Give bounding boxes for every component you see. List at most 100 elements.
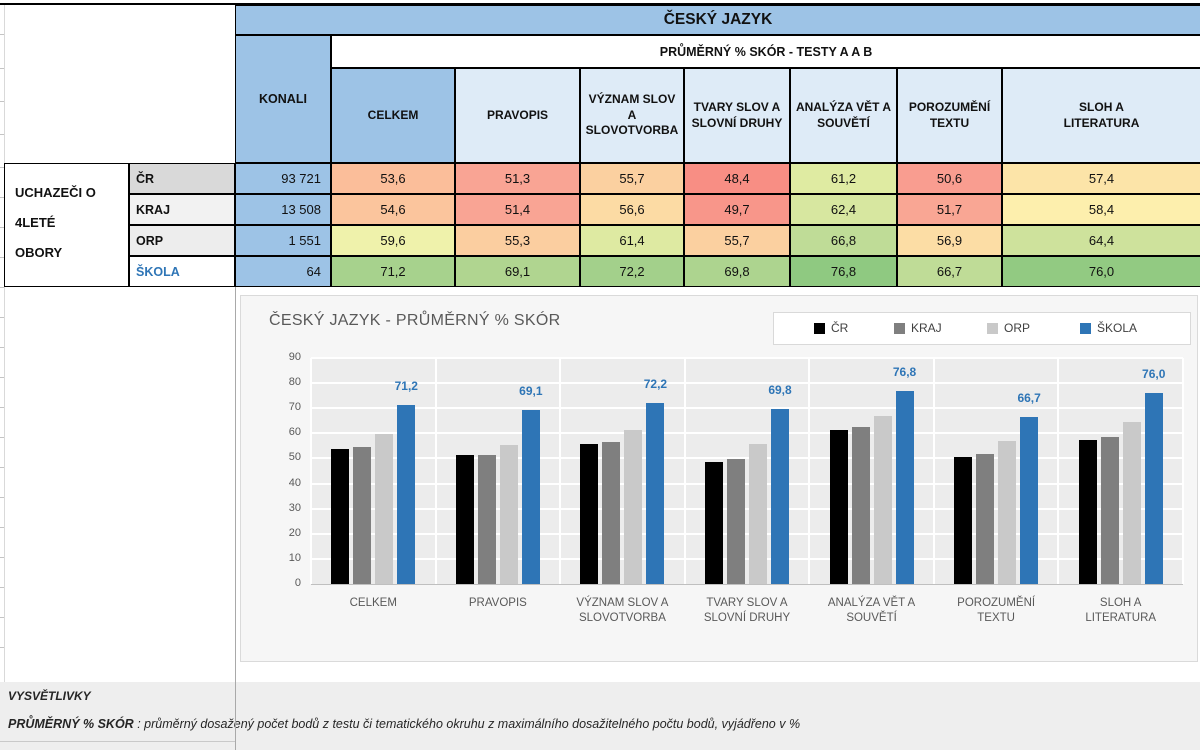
score-cell[interactable]: 59,6 — [331, 225, 455, 256]
score-cell[interactable]: 50,6 — [897, 163, 1002, 194]
bar-kraj[interactable] — [353, 446, 372, 584]
gridline — [311, 407, 1183, 410]
konali-value-cell[interactable]: 93 721 — [235, 163, 331, 194]
footer-band — [0, 682, 1200, 750]
row-gridline-tick — [0, 134, 4, 135]
score-cell[interactable]: 57,4 — [1002, 163, 1200, 194]
score-cell[interactable]: 55,3 — [455, 225, 580, 256]
score-cell[interactable]: 51,3 — [455, 163, 580, 194]
bar-kraj[interactable] — [477, 454, 496, 584]
bar-skola[interactable] — [771, 408, 789, 584]
bar-kraj[interactable] — [1100, 437, 1119, 584]
score-cell[interactable]: 71,2 — [331, 256, 455, 287]
score-cell[interactable]: 55,7 — [580, 163, 684, 194]
konali-value-cell[interactable]: 64 — [235, 256, 331, 287]
bar-skola[interactable] — [646, 402, 665, 584]
konali-value-cell[interactable]: 1 551 — [235, 225, 331, 256]
column-header-2[interactable]: PRAVOPIS — [455, 68, 580, 163]
gridline — [311, 382, 1183, 385]
bar-kraj[interactable] — [976, 454, 995, 584]
chart-area[interactable]: ČESKÝ JAZYK - PRŮMĚRNÝ % SKÓR ČR KRAJ ORP Š… — [240, 295, 1198, 662]
bar-skola[interactable] — [397, 405, 416, 584]
column-header-1[interactable]: CELKEM — [331, 68, 455, 163]
category-separator-gridline — [808, 358, 811, 584]
score-cell[interactable]: 66,7 — [897, 256, 1002, 287]
score-cell[interactable]: 69,8 — [684, 256, 790, 287]
row-header-3[interactable]: ORP — [129, 225, 235, 256]
score-cell[interactable]: 56,9 — [897, 225, 1002, 256]
bar-value-label: 66,7 — [1017, 390, 1041, 405]
legend-item-skola[interactable]: ŠKOLA — [1080, 321, 1137, 335]
score-cell[interactable]: 53,6 — [331, 163, 455, 194]
gridline — [311, 457, 1183, 460]
x-axis-category-label: POROZUMĚNÍ TEXTU — [957, 597, 1036, 624]
bar-cr[interactable] — [580, 444, 599, 584]
score-cell[interactable]: 76,0 — [1002, 256, 1200, 287]
bar-orp[interactable] — [624, 429, 643, 584]
legend-item-cr[interactable]: ČR — [814, 321, 848, 335]
score-cell[interactable]: 66,8 — [790, 225, 897, 256]
column-header-4[interactable]: TVARY SLOV A SLOVNÍ DRUHY — [684, 68, 790, 163]
score-cell[interactable]: 58,4 — [1002, 194, 1200, 225]
table-subtitle[interactable]: PRŮMĚRNÝ % SKÓR - TESTY A A B — [331, 35, 1200, 68]
bar-orp[interactable] — [499, 445, 518, 584]
y-axis-tick-label: 40 — [288, 476, 301, 489]
row-group-label[interactable]: UCHAZEČI O 4LETÉ OBORY — [4, 163, 129, 287]
column-header-6[interactable]: POROZUMĚNÍ TEXTU — [897, 68, 1002, 163]
bar-kraj[interactable] — [727, 459, 745, 584]
bar-orp[interactable] — [873, 416, 892, 584]
row-gridline-tick — [0, 257, 4, 258]
score-cell[interactable]: 49,7 — [684, 194, 790, 225]
score-cell[interactable]: 72,2 — [580, 256, 684, 287]
score-cell[interactable]: 51,7 — [897, 194, 1002, 225]
bar-orp[interactable] — [998, 441, 1017, 584]
bar-value-label: 69,8 — [768, 382, 792, 397]
score-cell[interactable]: 48,4 — [684, 163, 790, 194]
row-gridline-tick — [0, 587, 4, 588]
bar-cr[interactable] — [705, 462, 723, 584]
legend-item-orp[interactable]: ORP — [987, 321, 1030, 335]
bar-cr[interactable] — [829, 430, 848, 584]
score-cell[interactable]: 61,4 — [580, 225, 684, 256]
score-cell[interactable]: 56,6 — [580, 194, 684, 225]
konali-value-cell[interactable]: 13 508 — [235, 194, 331, 225]
column-header-7[interactable]: SLOH A LITERATURA — [1002, 68, 1200, 163]
bar-orp[interactable] — [1122, 422, 1141, 584]
bar-cr[interactable] — [1078, 439, 1097, 584]
bar-orp[interactable] — [375, 434, 394, 584]
row-gridline-tick — [0, 497, 4, 498]
bar-kraj[interactable] — [851, 427, 870, 584]
legend-label: ČR — [831, 321, 849, 335]
score-cell[interactable]: 54,6 — [331, 194, 455, 225]
bar-skola[interactable] — [521, 410, 540, 584]
bar-cr[interactable] — [331, 449, 350, 584]
score-cell[interactable]: 51,4 — [455, 194, 580, 225]
score-cell[interactable]: 64,4 — [1002, 225, 1200, 256]
score-cell[interactable]: 69,1 — [455, 256, 580, 287]
score-cell[interactable]: 61,2 — [790, 163, 897, 194]
chart-legend[interactable]: ČR KRAJ ORP ŠKOLA — [773, 312, 1191, 345]
column-header-3[interactable]: VÝZNAM SLOV A SLOVOTVORBA — [580, 68, 684, 163]
bar-skola[interactable] — [895, 391, 914, 584]
legend-item-kraj[interactable]: KRAJ — [894, 321, 942, 335]
bar-value-label: 76,0 — [1142, 367, 1166, 382]
row-header-2[interactable]: KRAJ — [129, 194, 235, 225]
row-header-1[interactable]: ČR — [129, 163, 235, 194]
bar-cr[interactable] — [954, 456, 973, 584]
row-gridline-tick — [0, 317, 4, 318]
score-cell[interactable]: 55,7 — [684, 225, 790, 256]
bar-cr[interactable] — [455, 455, 474, 584]
bar-skola[interactable] — [1020, 416, 1039, 584]
bar-skola[interactable] — [1144, 393, 1163, 584]
konali-column-header[interactable]: KONALI — [235, 35, 331, 163]
score-cell[interactable]: 76,8 — [790, 256, 897, 287]
y-axis-tick-label: 10 — [288, 551, 301, 564]
column-header-5[interactable]: ANALÝZA VĚT A SOUVĚTÍ — [790, 68, 897, 163]
y-axis-tick-label: 70 — [288, 401, 301, 414]
score-cell[interactable]: 62,4 — [790, 194, 897, 225]
y-axis-tick-label: 90 — [288, 351, 301, 363]
bar-kraj[interactable] — [602, 441, 621, 584]
table-title[interactable]: ČESKÝ JAZYK — [235, 5, 1200, 35]
row-header-4[interactable]: ŠKOLA — [129, 256, 235, 287]
bar-orp[interactable] — [749, 444, 767, 584]
